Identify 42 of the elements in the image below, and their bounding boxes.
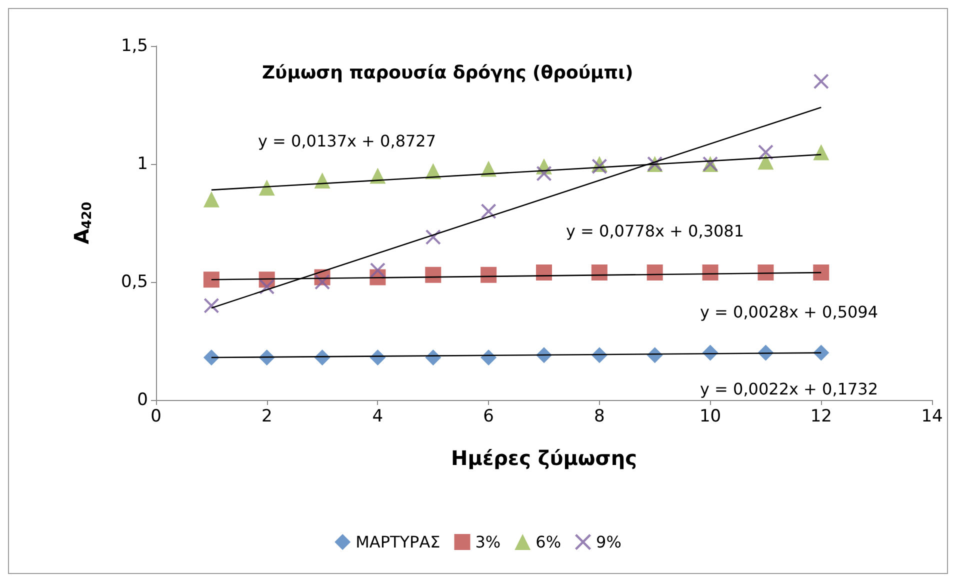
x-tick-label: 0: [150, 406, 162, 426]
y-tick-label: 0: [137, 390, 148, 410]
point: [758, 264, 774, 281]
point: [203, 272, 220, 288]
annotation: y = 0,0137x + 0,8727: [258, 132, 436, 150]
point: [481, 204, 496, 219]
point: [813, 264, 830, 281]
y-axis-title: A420: [70, 202, 95, 244]
x-tick-label: 10: [699, 406, 722, 426]
legend-label: 6%: [536, 532, 562, 552]
point: [536, 264, 552, 281]
text: Ζύμωση παρουσία δρόγης (θρούμπι): [262, 62, 634, 84]
legend-label: 3%: [475, 532, 501, 552]
x-tick-label: 4: [372, 406, 384, 426]
point: [425, 266, 442, 283]
x-axis-title: Ημέρες ζύμωσης: [451, 446, 637, 470]
point: [814, 74, 829, 89]
x-tick-label: 14: [921, 406, 943, 426]
point: [758, 144, 774, 160]
x-tick-label: 2: [261, 406, 272, 426]
annotation: y = 0,0022x + 0,1732: [700, 380, 878, 398]
point: [370, 262, 386, 278]
x-tick-label: 6: [483, 406, 494, 426]
point: [480, 266, 497, 283]
y-tick-label: 1,5: [120, 36, 148, 56]
point: [813, 344, 830, 361]
point: [203, 191, 220, 208]
x-tick-label: 12: [810, 406, 832, 426]
point: [203, 350, 220, 366]
point: [591, 264, 608, 281]
annotation: y = 0,0778x + 0,3081: [566, 222, 744, 240]
point: [813, 144, 830, 160]
point: [204, 298, 219, 314]
x-tick-label: 8: [594, 406, 605, 426]
y-tick-label: 1: [137, 154, 148, 174]
annotation: y = 0,0028x + 0,5094: [700, 302, 878, 322]
legend-label: 9%: [596, 532, 622, 552]
y-tick-label: 0,5: [120, 272, 148, 292]
point: [758, 154, 774, 170]
point: [702, 264, 718, 281]
legend-label: ΜΑΡΤΥΡΑΣ: [356, 532, 440, 552]
point: [646, 264, 663, 281]
